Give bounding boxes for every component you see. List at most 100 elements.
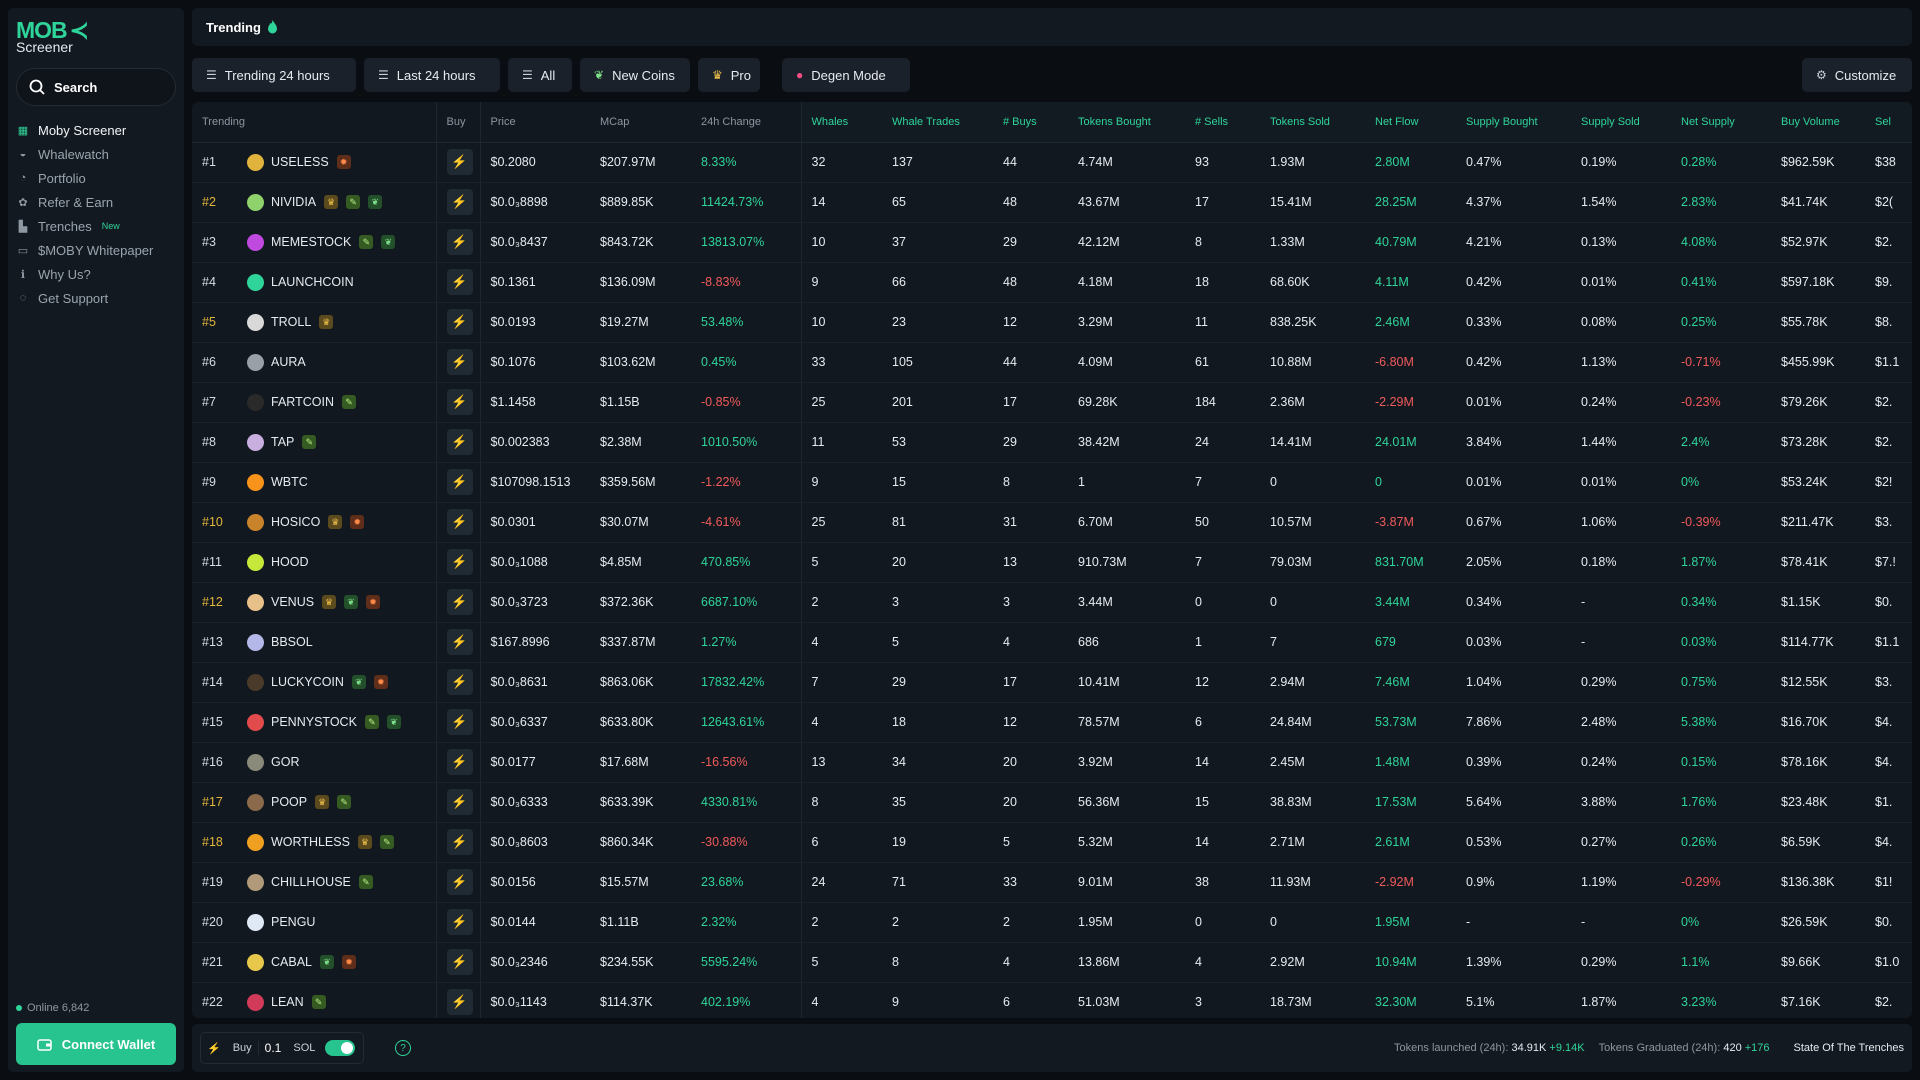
customize-button[interactable]: ⚙ Customize [1802,58,1912,92]
logo[interactable]: MOB ≺ Screener [16,18,89,54]
column-header-net-supply[interactable]: Net Supply [1671,102,1771,143]
state-of-trenches-link[interactable]: State Of The Trenches [1793,1042,1904,1054]
table-row[interactable]: #9 WBTC ⚡ $107098.1513 $359.56M -1.22% 9 15 8 1 7 0… [192,462,1912,503]
table-row[interactable]: #12 VENUS ♛ ❦ ✹ ⚡ $0.0₃3723 $372.36K 6687.10% 2 3 3… [192,582,1912,623]
quick-buy-amount-input[interactable]: 0.1 [257,1041,288,1055]
table-row[interactable]: #16 GOR ⚡ $0.0177 $17.68M -16.56% 13 34 20 3.92M 1… [192,742,1912,783]
token-name[interactable]: WBTC [271,475,308,489]
last-24h-dropdown[interactable]: ☰ Last 24 hours [364,58,500,92]
table-row[interactable]: #21 CABAL ❦ ✹ ⚡ $0.0₃2346 $234.55K 5595.24% 5 8 4 1… [192,942,1912,983]
quick-buy-control[interactable]: ⚡ Buy 0.1 SOL [200,1032,365,1064]
quick-buy-button[interactable]: ⚡ [446,989,473,1015]
token-name[interactable]: LUCKYCOIN [271,675,344,689]
connect-wallet-button[interactable]: Connect Wallet [16,1023,176,1065]
token-cell[interactable]: #17 POOP ♛ ✎ [192,782,437,823]
degen-mode-button[interactable]: ● Degen Mode [782,58,910,92]
quick-buy-button[interactable]: ⚡ [446,789,473,815]
quick-buy-toggle[interactable] [325,1040,356,1056]
column-header-supply-sold[interactable]: Supply Sold [1571,102,1671,143]
token-cell[interactable]: #2 NIVIDIA ♛ ✎ ❦ [192,182,437,223]
token-name[interactable]: GOR [271,755,300,769]
quick-buy-button[interactable]: ⚡ [446,389,473,415]
token-name[interactable]: VENUS [271,595,315,609]
table-row[interactable]: #1 USELESS ✹ ⚡ $0.2080 $207.97M 8.33% 32 137 44 4.… [192,142,1912,183]
token-name[interactable]: NIVIDIA [271,195,317,209]
token-cell[interactable]: #12 VENUS ♛ ❦ ✹ [192,582,437,623]
table-row[interactable]: #10 HOSICO ♛ ✹ ⚡ $0.0301 $30.07M -4.61% 25 81 31 6.… [192,502,1912,543]
quick-buy-button[interactable]: ⚡ [446,469,473,495]
column-header-net-flow[interactable]: Net Flow [1365,102,1456,143]
token-cell[interactable]: #13 BBSOL [192,622,437,663]
token-cell[interactable]: #1 USELESS ✹ [192,142,437,183]
token-cell[interactable]: #9 WBTC [192,462,437,503]
column-header-sel[interactable]: Sel [1865,102,1912,143]
token-name[interactable]: MEMESTOCK [271,235,352,249]
token-cell[interactable]: #19 CHILLHOUSE ✎ [192,862,437,903]
quick-buy-button[interactable]: ⚡ [446,549,473,575]
token-name[interactable]: LAUNCHCOIN [271,275,354,289]
sidebar-item-moby-screener[interactable]: ▦ Moby Screener [8,118,184,142]
token-cell[interactable]: #3 MEMESTOCK ✎ ❦ [192,222,437,263]
search-button[interactable]: Search [16,68,176,106]
column-header-buy[interactable]: Buy [436,102,481,143]
table-row[interactable]: #15 PENNYSTOCK ✎ ❦ ⚡ $0.0₃6337 $633.80K 12643.6… [192,702,1912,743]
sidebar-item-trenches[interactable]: ▙ Trenches New [8,214,184,238]
token-name[interactable]: HOOD [271,555,309,569]
trending-table-container[interactable]: Trending Buy Price MCap 24h Change Whales Whal… [192,102,1912,1018]
token-name[interactable]: CABAL [271,955,312,969]
token-name[interactable]: HOSICO [271,515,321,529]
table-row[interactable]: #2 NIVIDIA ♛ ✎ ❦ ⚡ $0.0₃8898 $889.85K 11424.73% 1… [192,182,1912,223]
table-row[interactable]: #13 BBSOL ⚡ $167.8996 $337.87M 1.27% 4 5 4 686 1 7 6… [192,622,1912,663]
table-row[interactable]: #11 HOOD ⚡ $0.0₃1088 $4.85M 470.85% 5 20 13 910.7… [192,542,1912,583]
column-header-sells[interactable]: # Sells [1185,102,1260,143]
token-name[interactable]: TROLL [271,315,312,329]
token-name[interactable]: LEAN [271,995,304,1009]
new-coins-button[interactable]: ❦ New Coins [580,58,690,92]
token-name[interactable]: TAP [271,435,295,449]
quick-buy-button[interactable]: ⚡ [446,189,473,215]
table-row[interactable]: #18 WORTHLESS ♛ ✎ ⚡ $0.0₃8603 $860.34K -30.88% 6… [192,822,1912,863]
trending-timeframe-dropdown[interactable]: ☰ Trending 24 hours [192,58,356,92]
column-header-mcap[interactable]: MCap [590,102,691,143]
column-header-price[interactable]: Price [480,102,590,143]
table-row[interactable]: #3 MEMESTOCK ✎ ❦ ⚡ $0.0₃8437 $843.72K 13813.07%… [192,222,1912,263]
all-filter-button[interactable]: ☰ All [508,58,572,92]
quick-buy-button[interactable]: ⚡ [446,629,473,655]
table-row[interactable]: #14 LUCKYCOIN ❦ ✹ ⚡ $0.0₃8631 $863.06K 17832.42… [192,662,1912,703]
table-row[interactable]: #19 CHILLHOUSE ✎ ⚡ $0.0156 $15.57M 23.68% 24 71 3… [192,862,1912,903]
quick-buy-button[interactable]: ⚡ [446,949,473,975]
quick-buy-button[interactable]: ⚡ [446,709,473,735]
token-name[interactable]: WORTHLESS [271,835,350,849]
sidebar-item-why-us[interactable]: ℹ Why Us? [8,262,184,286]
token-cell[interactable]: #11 HOOD [192,542,437,583]
token-cell[interactable]: #8 TAP ✎ [192,422,437,463]
token-cell[interactable]: #20 PENGU [192,902,437,943]
table-row[interactable]: #20 PENGU ⚡ $0.0144 $1.11B 2.32% 2 2 2 1.95M 0 0 1.9… [192,902,1912,943]
quick-buy-button[interactable]: ⚡ [446,429,473,455]
quick-buy-button[interactable]: ⚡ [446,349,473,375]
token-cell[interactable]: #22 LEAN ✎ [192,982,437,1018]
table-row[interactable]: #22 LEAN ✎ ⚡ $0.0₃1143 $114.37K 402.19% 4 9 6 51.0… [192,982,1912,1018]
token-cell[interactable]: #5 TROLL ♛ [192,302,437,343]
quick-buy-button[interactable]: ⚡ [446,229,473,255]
sidebar-item-moby-whitepaper[interactable]: ▭ $MOBY Whitepaper [8,238,184,262]
token-cell[interactable]: #6 AURA [192,342,437,383]
column-header-whales[interactable]: Whales [801,102,882,143]
token-name[interactable]: FARTCOIN [271,395,334,409]
token-name[interactable]: PENNYSTOCK [271,715,357,729]
quick-buy-button[interactable]: ⚡ [446,869,473,895]
quick-buy-button[interactable]: ⚡ [446,909,473,935]
quick-buy-button[interactable]: ⚡ [446,669,473,695]
token-cell[interactable]: #15 PENNYSTOCK ✎ ❦ [192,702,437,743]
column-header-tokens-bought[interactable]: Tokens Bought [1068,102,1185,143]
column-header-buys[interactable]: # Buys [993,102,1068,143]
quick-buy-button[interactable]: ⚡ [446,149,473,175]
quick-buy-button[interactable]: ⚡ [446,589,473,615]
token-cell[interactable]: #14 LUCKYCOIN ❦ ✹ [192,662,437,703]
token-name[interactable]: PENGU [271,915,316,929]
column-header-24h-change[interactable]: 24h Change [691,102,802,143]
token-name[interactable]: USELESS [271,155,329,169]
quick-buy-button[interactable]: ⚡ [446,749,473,775]
quick-buy-button[interactable]: ⚡ [446,829,473,855]
sidebar-item-portfolio[interactable]: ◔ Portfolio [8,166,184,190]
